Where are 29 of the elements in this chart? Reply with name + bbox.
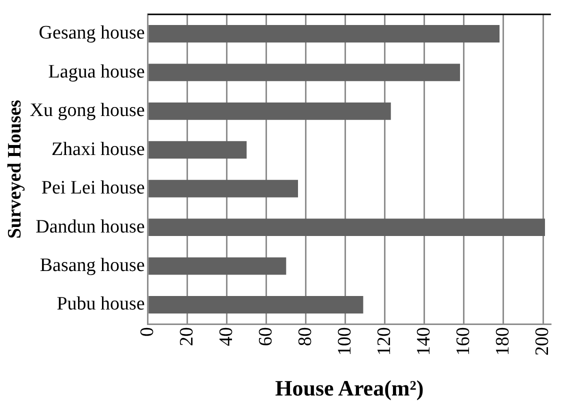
bar (148, 64, 460, 82)
bar (148, 25, 500, 42)
y-tick-label: Lagua house (48, 61, 145, 82)
bar (148, 257, 286, 275)
x-tick-label: 40 (216, 327, 237, 346)
x-tick-label: 200 (532, 327, 553, 356)
bar (148, 180, 298, 198)
y-tick-label: Zhaxi house (51, 138, 145, 160)
x-tick-label: 0 (136, 327, 158, 337)
y-tick-label: Dandun house (36, 216, 145, 238)
x-tick-label: 180 (492, 327, 514, 356)
bar (148, 296, 364, 314)
y-tick-label: Basang house (40, 255, 145, 276)
bar (148, 141, 247, 159)
x-tick-label: 100 (334, 327, 356, 356)
x-tick-label: 20 (176, 327, 198, 346)
x-axis-title: House Area(m²) (275, 375, 424, 400)
x-tick-label: 160 (452, 327, 474, 356)
x-tick-label: 120 (374, 327, 395, 356)
y-tick-label: Pubu house (56, 294, 145, 315)
bar (148, 102, 391, 120)
y-tick-label: Gesang house (38, 22, 145, 44)
bar (148, 218, 545, 236)
x-tick-label: 140 (413, 327, 434, 356)
x-tick-label: 60 (255, 327, 276, 346)
y-tick-label: Xu gong house (30, 100, 145, 122)
x-tick-label: 80 (294, 327, 316, 346)
y-tick-label: Pei Lei house (41, 178, 145, 199)
y-axis-title: Surveyed Houses (4, 100, 26, 239)
